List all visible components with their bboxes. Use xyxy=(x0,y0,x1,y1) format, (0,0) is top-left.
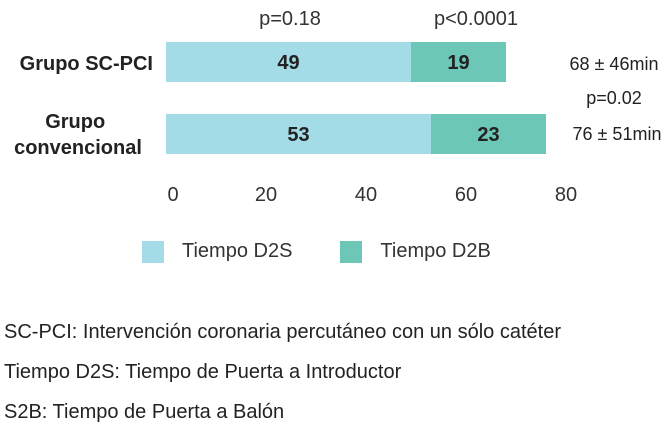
category-label-sc-pci: Grupo SC-PCI xyxy=(20,53,153,75)
category-label-convencional-line2: convencional xyxy=(14,137,142,159)
x-tick-label-80: 80 xyxy=(555,184,577,206)
bar-value-label-d2s-convencional: 53 xyxy=(287,124,309,146)
category-label-convencional-line1: Grupo xyxy=(45,111,105,133)
bar-value-label-d2s-sc-pci: 49 xyxy=(277,52,299,74)
pvalue-d2s: p=0.18 xyxy=(259,8,321,30)
total-sc-pci: 68 ± 46min xyxy=(570,54,659,74)
bar-value-label-d2b-sc-pci: 19 xyxy=(447,52,469,74)
legend: Tiempo D2S Tiempo D2B xyxy=(142,240,539,263)
stacked-bar-chart: p=0.18 p<0.0001 Grupo SC-PCI Grupo conve… xyxy=(14,8,662,206)
legend-swatch-d2s xyxy=(142,240,164,263)
footnotes: SC-PCI: Intervención coronaria percutáne… xyxy=(4,312,561,432)
bar-segment-d2b-sc-pci xyxy=(411,42,506,82)
bars-group: 49 19 53 23 xyxy=(166,42,546,154)
footnote-d2s: Tiempo D2S: Tiempo de Puerta a Introduct… xyxy=(4,361,402,383)
legend-label-d2s: Tiempo D2S xyxy=(182,240,293,262)
x-tick-label-0: 0 xyxy=(167,184,178,206)
x-tick-label-40: 40 xyxy=(355,184,377,206)
footnote-sc-pci: SC-PCI: Intervención coronaria percutáne… xyxy=(4,321,561,343)
pvalue-d2b: p<0.0001 xyxy=(434,8,518,30)
pvalue-total: p=0.02 xyxy=(586,88,642,108)
x-tick-label-20: 20 xyxy=(255,184,277,206)
footnote-s2b: S2B: Tiempo de Puerta a Balón xyxy=(4,401,285,423)
legend-swatch-d2b xyxy=(340,240,363,263)
x-tick-label-60: 60 xyxy=(455,184,477,206)
legend-item-d2s: Tiempo D2S xyxy=(142,240,292,263)
bar-segment-d2s-convencional xyxy=(166,114,431,154)
category-label-convencional: Grupo convencional xyxy=(14,111,142,159)
bar-segment-d2s-sc-pci xyxy=(166,42,411,82)
bar-segment-d2b-convencional xyxy=(431,114,546,154)
x-axis-ticks: 0 20 40 60 80 xyxy=(167,184,577,206)
total-convencional: 76 ± 51min xyxy=(573,124,662,144)
legend-label-d2b: Tiempo D2B xyxy=(380,240,491,262)
legend-item-d2b: Tiempo D2B xyxy=(340,240,491,263)
bar-value-label-d2b-convencional: 23 xyxy=(477,124,499,146)
